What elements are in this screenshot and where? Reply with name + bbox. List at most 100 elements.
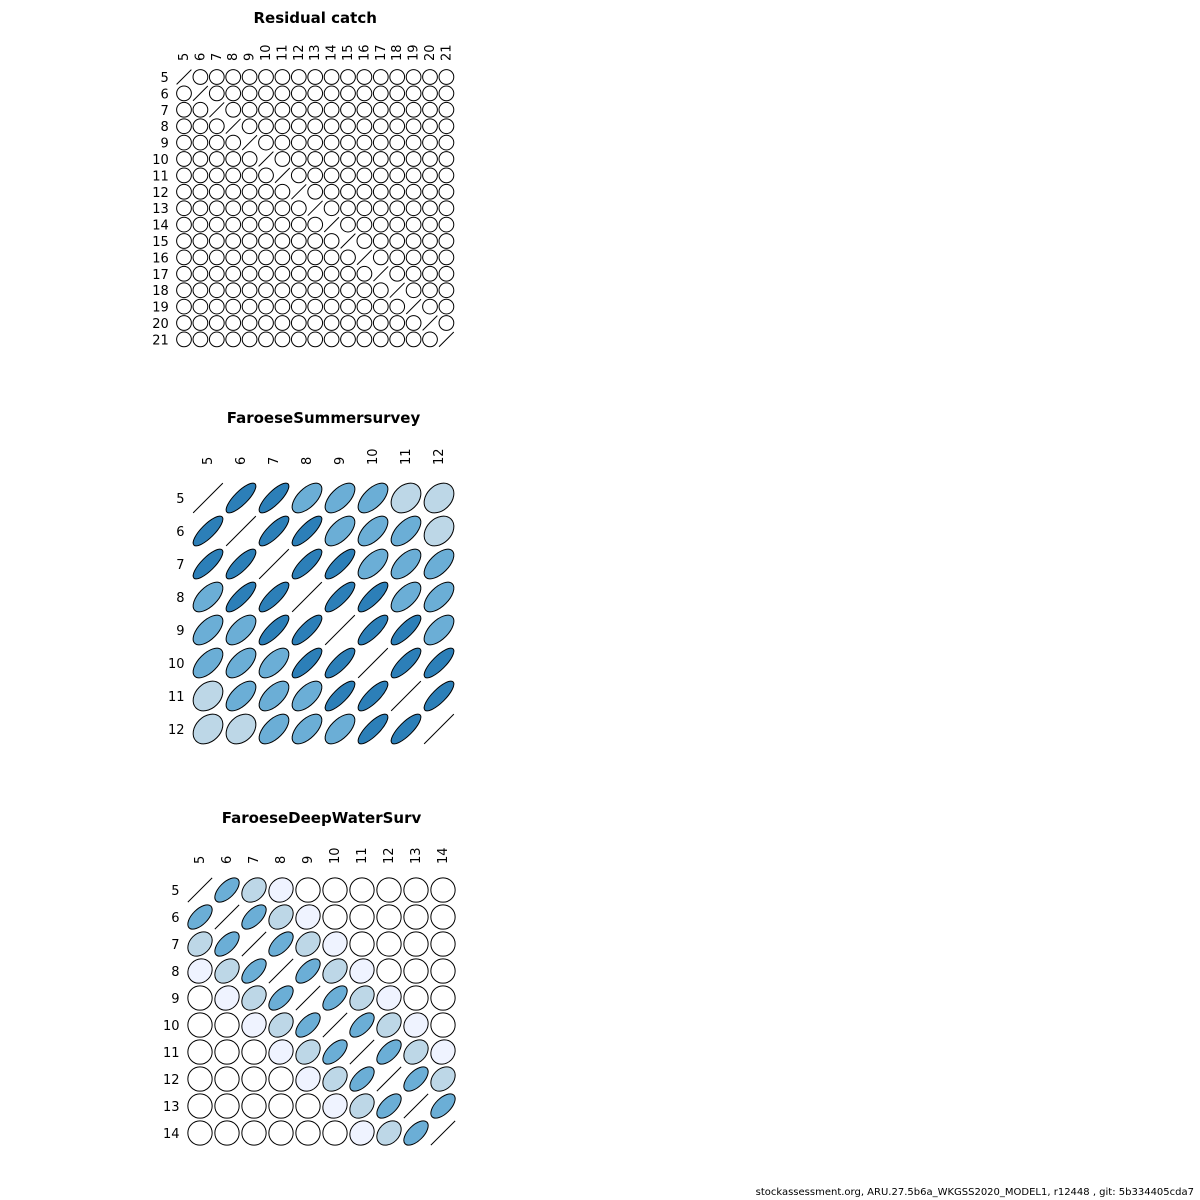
correlation-ellipse: [258, 298, 274, 315]
correlation-ellipse: [430, 1093, 456, 1119]
diagonal-line: [192, 482, 224, 514]
correlation-ellipse: [340, 85, 356, 102]
correlation-ellipse: [389, 331, 406, 348]
correlation-ellipse: [307, 69, 324, 85]
correlation-ellipse: [192, 614, 224, 646]
column-tick-label: 7: [247, 856, 262, 864]
correlation-ellipse: [372, 331, 389, 348]
correlation-ellipse: [405, 183, 422, 200]
correlation-ellipse: [307, 134, 324, 151]
correlation-ellipse: [225, 183, 242, 200]
column-tick-label: 17: [374, 44, 389, 61]
correlation-ellipse: [295, 931, 321, 957]
correlation-ellipse: [225, 647, 257, 679]
correlation-ellipse: [323, 167, 340, 184]
row-tick-label: 5: [161, 71, 169, 86]
correlation-ellipse: [322, 1039, 348, 1065]
correlation-ellipse: [403, 904, 429, 930]
correlation-ellipse: [290, 249, 307, 266]
row-tick-label: 9: [161, 137, 169, 152]
correlation-ellipse: [356, 134, 373, 151]
correlation-ellipse: [225, 151, 242, 167]
correlation-ellipse: [192, 298, 209, 315]
correlation-ellipse: [225, 249, 242, 266]
correlation-ellipse: [241, 183, 258, 200]
correlation-ellipse: [268, 1039, 294, 1065]
correlation-ellipse: [176, 134, 192, 151]
row-tick-label: 12: [163, 1073, 180, 1088]
row-tick-label: 8: [161, 120, 169, 135]
correlation-ellipse: [357, 713, 389, 745]
correlation-ellipse: [356, 118, 373, 135]
correlation-ellipse: [340, 134, 356, 151]
diagonal-line: [192, 85, 209, 102]
correlation-ellipse: [176, 118, 192, 135]
correlation-ellipse: [187, 1093, 213, 1119]
correlation-ellipse: [324, 581, 356, 613]
row-tick-label: 10: [168, 657, 185, 672]
correlation-ellipse: [376, 1093, 402, 1119]
correlation-ellipse: [405, 118, 422, 135]
correlation-ellipse: [349, 1093, 375, 1119]
correlation-ellipse: [323, 85, 340, 102]
correlation-ellipse: [340, 216, 356, 233]
correlation-ellipse: [438, 298, 455, 315]
correlation-ellipse: [389, 167, 406, 184]
correlation-ellipse: [208, 151, 225, 167]
corr-panel-2: FaroeseSummersurvey 5 6 7 8 9 10 11 12 5 6 7 8 9 10 11 1…: [168, 409, 455, 745]
correlation-ellipse: [372, 216, 389, 233]
correlation-ellipse: [241, 69, 258, 85]
column-tick-label: 8: [274, 856, 289, 864]
correlation-ellipse: [389, 134, 406, 151]
correlation-ellipse: [258, 315, 274, 331]
row-tick-label: 20: [152, 317, 169, 332]
diagonal-line: [258, 151, 274, 167]
correlation-ellipse: [349, 958, 375, 984]
correlation-ellipse: [225, 680, 257, 712]
correlation-ellipse: [356, 265, 373, 282]
correlation-ellipse: [192, 282, 209, 299]
correlation-ellipse: [357, 680, 389, 712]
correlation-ellipse: [340, 167, 356, 184]
column-tick-label: 6: [193, 53, 208, 61]
correlation-ellipse: [438, 249, 455, 266]
correlation-ellipse: [438, 200, 455, 217]
correlation-ellipse: [390, 647, 422, 679]
correlation-ellipse: [422, 134, 438, 151]
correlation-ellipse: [405, 315, 422, 331]
row-tick-label: 10: [152, 153, 169, 168]
chart-title: Residual catch: [253, 9, 376, 27]
row-tick-label: 14: [163, 1127, 180, 1142]
correlation-ellipse: [307, 216, 324, 233]
correlation-ellipse: [322, 958, 348, 984]
correlation-ellipse: [372, 167, 389, 184]
correlation-ellipse: [389, 298, 406, 315]
correlation-ellipse: [241, 1066, 267, 1092]
correlation-ellipse: [405, 331, 422, 348]
correlation-ellipse: [291, 647, 323, 679]
correlation-ellipse: [389, 315, 406, 331]
correlation-ellipse: [214, 931, 240, 957]
correlation-ellipse: [192, 515, 224, 547]
correlation-ellipse: [403, 1120, 429, 1146]
correlation-ellipse: [176, 200, 192, 217]
correlation-ellipse: [208, 85, 225, 102]
correlation-ellipse: [405, 134, 422, 151]
correlation-ellipse: [405, 282, 422, 299]
correlation-ellipse: [258, 331, 274, 348]
correlation-ellipse: [405, 265, 422, 282]
correlation-ellipse: [258, 69, 274, 85]
correlation-ellipse: [372, 118, 389, 135]
correlation-ellipse: [258, 134, 274, 151]
correlation-ellipse: [340, 69, 356, 85]
correlation-ellipse: [295, 1066, 321, 1092]
correlation-ellipse: [423, 548, 455, 580]
correlation-ellipse: [225, 265, 242, 282]
correlation-ellipse: [322, 904, 348, 930]
correlation-ellipse: [349, 931, 375, 957]
correlation-ellipse: [208, 167, 225, 184]
correlation-ellipse: [258, 200, 274, 217]
correlation-ellipse: [187, 904, 213, 930]
correlation-ellipse: [291, 482, 323, 514]
correlation-ellipse: [322, 1093, 348, 1119]
